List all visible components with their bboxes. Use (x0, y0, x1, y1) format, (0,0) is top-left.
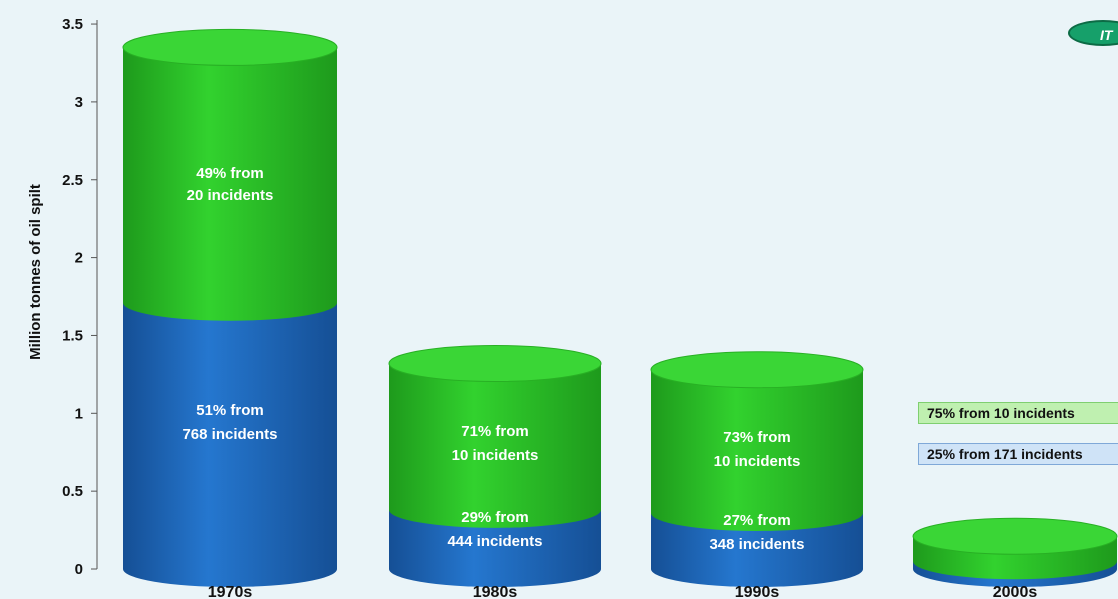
x-category-label: 1990s (735, 584, 780, 599)
bar-1990s-segment-label: 27% from 348 incidents (709, 512, 804, 553)
callout-2000s-blue: 25% from 171 incidents (918, 443, 1118, 465)
bar-1990s-segment-blue (651, 512, 863, 587)
y-tick-label: 2.5 (62, 172, 83, 189)
bar-1970s-segment-blue (123, 302, 337, 587)
bar-1980s-segment-label: 71% from 10 incidents (452, 423, 539, 464)
bar-1980s-top-cap (388, 344, 602, 382)
bar-1970s-segment-label: 51% from 768 incidents (182, 402, 277, 443)
y-axis-label: Million tonnes of oil spilt (27, 184, 44, 360)
bar-1990s-top-cap (650, 351, 864, 389)
y-tick-label: 1 (75, 405, 83, 422)
x-category-label: 1970s (208, 584, 253, 599)
callout-2000s-green: 75% from 10 incidents (918, 402, 1118, 424)
bar-2000s-top-cap (912, 517, 1118, 555)
bar-1970s-segment-label: 49% from 20 incidents (187, 165, 274, 204)
bar-1970s-segment-green (123, 47, 337, 321)
y-tick-label: 2 (75, 250, 83, 267)
bar-1980s-segment-blue (389, 509, 601, 587)
bar-1980s-segment-label: 29% from 444 incidents (447, 509, 542, 550)
y-tick-label: 3.5 (62, 16, 83, 33)
bar-1970s-top-cap (122, 28, 338, 66)
x-category-label: 2000s (993, 584, 1038, 599)
y-tick-label: 3 (75, 94, 83, 111)
bar-1980s-segment-green (389, 363, 601, 528)
y-tick-label: 0 (75, 561, 83, 578)
bar-1990s-segment-label: 73% from 10 incidents (714, 429, 801, 470)
logo-badge: IT (1068, 20, 1118, 46)
bar-1990s-segment-green (651, 369, 864, 531)
x-category-label: 1980s (473, 584, 518, 599)
y-tick-label: 0.5 (62, 483, 83, 500)
y-tick-label: 1.5 (62, 327, 83, 344)
